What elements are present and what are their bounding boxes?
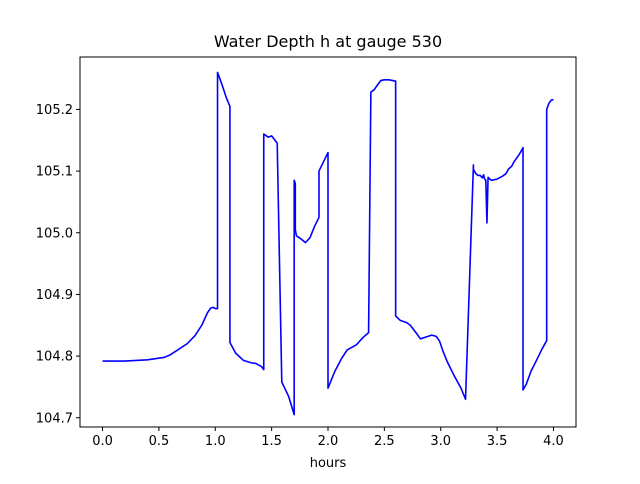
y-tick-label: 105.1 xyxy=(36,165,73,180)
x-axis-label: hours xyxy=(310,456,347,471)
x-tick-label: 0.5 xyxy=(149,434,170,449)
x-tick-label: 1.5 xyxy=(261,434,282,449)
y-tick-label: 104.8 xyxy=(36,350,73,365)
y-tick-label: 105.0 xyxy=(36,226,73,241)
series-layer xyxy=(102,71,554,416)
x-tick-label: 0.0 xyxy=(92,434,113,449)
y-tick-label: 104.9 xyxy=(36,288,73,303)
x-tick-label: 3.0 xyxy=(430,434,451,449)
y-tick-label: 104.7 xyxy=(36,411,73,426)
x-axis-ticks: 0.0 0.5 1.0 1.5 2.0 2.5 3.0 3.5 4.0 xyxy=(92,427,564,449)
x-tick-label: 2.0 xyxy=(318,434,339,449)
x-tick-label: 2.5 xyxy=(374,434,395,449)
x-tick-label: 1.0 xyxy=(205,434,226,449)
series-line-0 xyxy=(102,71,554,416)
y-axis-ticks: 104.7 104.8 104.9 105.0 105.1 105.2 xyxy=(36,103,80,426)
x-tick-label: 4.0 xyxy=(543,434,564,449)
x-tick-label: 3.5 xyxy=(487,434,508,449)
y-tick-label: 105.2 xyxy=(36,103,73,118)
chart-title: Water Depth h at gauge 530 xyxy=(214,32,442,51)
